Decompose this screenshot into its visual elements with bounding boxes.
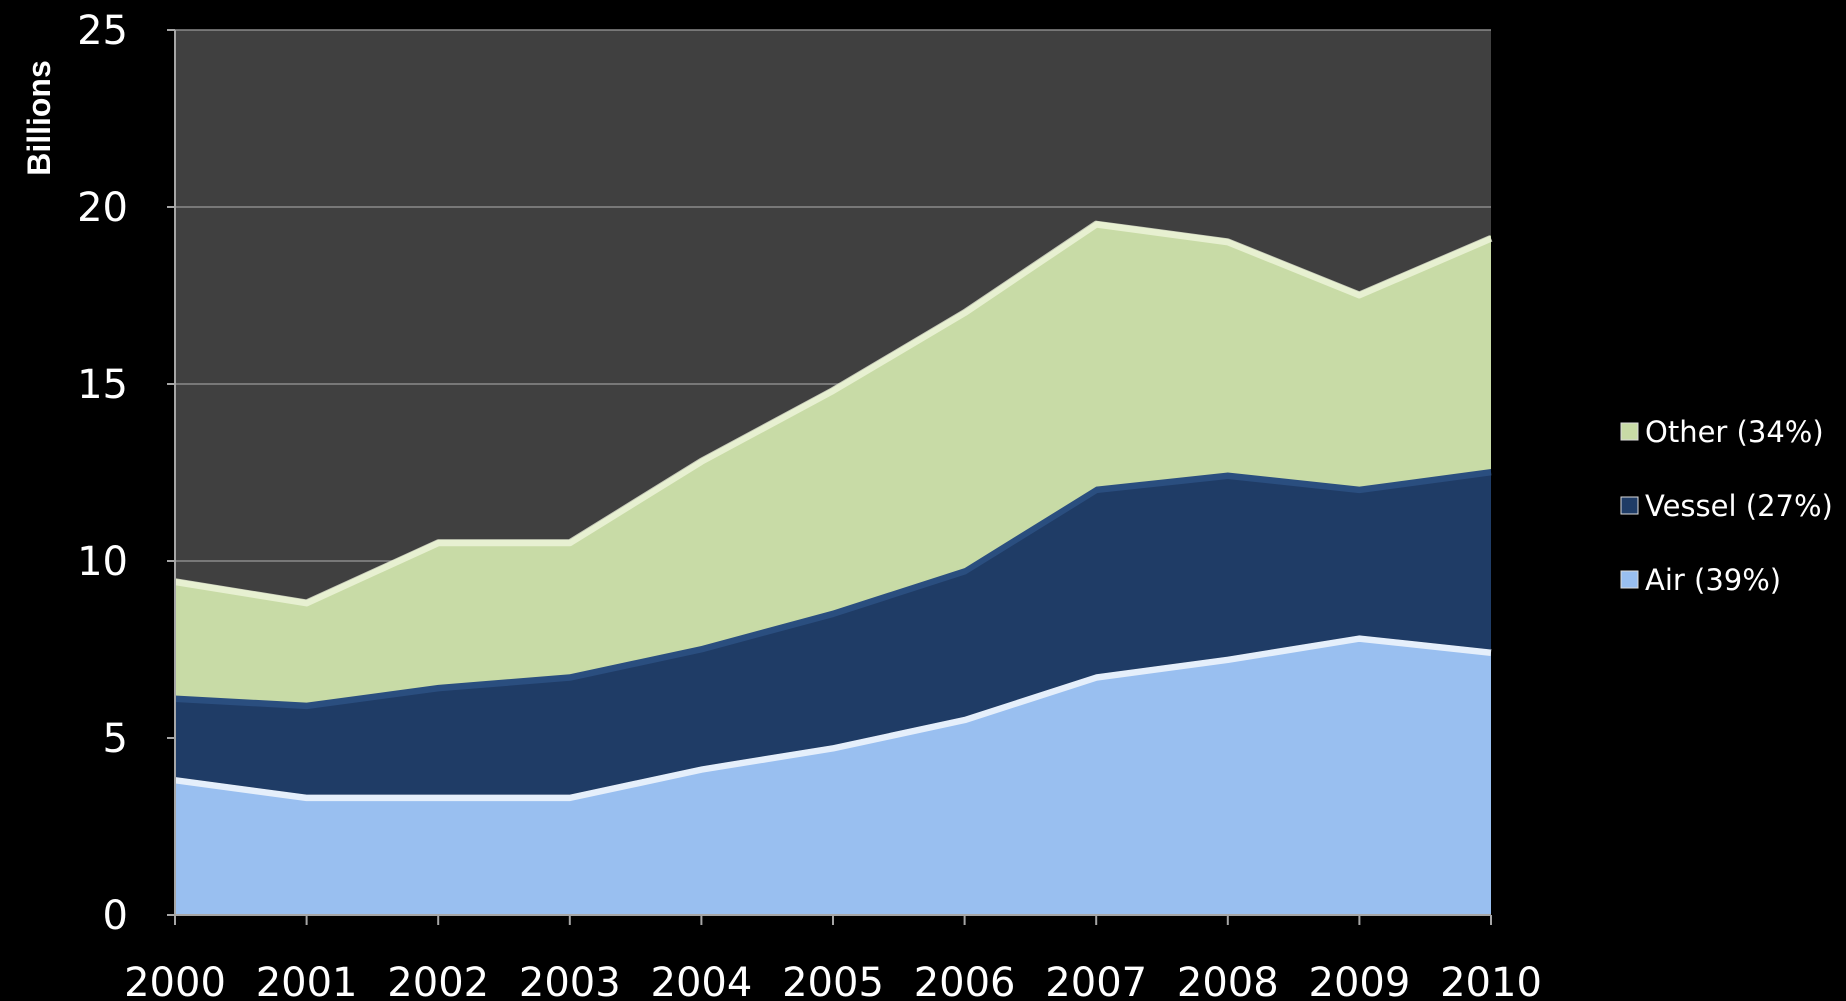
legend: Other (34%) Vessel (27%) Air (39%)	[1620, 415, 1833, 597]
x-tick-label: 2004	[651, 960, 753, 1001]
legend-label-vessel: Vessel (27%)	[1645, 489, 1833, 523]
legend-swatch-other	[1620, 422, 1639, 441]
legend-swatch-air	[1620, 570, 1639, 589]
area-series	[174, 220, 1493, 915]
y-tick-label: 5	[103, 716, 128, 762]
y-tick-label: 20	[77, 185, 128, 231]
x-tick-label: 2001	[256, 960, 358, 1001]
area-edge-other	[174, 220, 1493, 607]
area-other	[175, 221, 1491, 703]
legend-label-other: Other (34%)	[1645, 415, 1824, 449]
x-tick-label: 2003	[519, 960, 621, 1001]
x-tick-label: 2006	[914, 960, 1016, 1001]
y-tick-label: 10	[77, 539, 128, 585]
y-tick-label: 25	[77, 8, 128, 54]
area-vessel	[175, 468, 1491, 795]
y-axis-title: Billions	[21, 60, 57, 176]
y-tick-label: 15	[77, 362, 128, 408]
area-air	[175, 635, 1491, 915]
x-tick-label: 2005	[782, 960, 884, 1001]
legend-swatch-vessel	[1620, 496, 1639, 515]
legend-label-air: Air (39%)	[1645, 563, 1781, 597]
x-tick-labels: 2000 2001 2002 2003 2004 2005 2006 2007 2008 2009…	[124, 960, 1542, 1001]
x-tick-label: 2008	[1177, 960, 1279, 1001]
x-tick-label: 2009	[1309, 960, 1411, 1001]
x-tick-label: 2000	[124, 960, 226, 1001]
x-tick-label: 2007	[1045, 960, 1147, 1001]
x-tick-label: 2010	[1440, 960, 1542, 1001]
x-tick-label: 2002	[387, 960, 489, 1001]
area-edge-vessel	[174, 468, 1492, 710]
axes	[167, 29, 1492, 925]
y-tick-label: 0	[103, 893, 128, 939]
area-edge-air	[174, 634, 1492, 802]
y-tick-labels: 0 5 10 15 20 25	[77, 8, 128, 939]
